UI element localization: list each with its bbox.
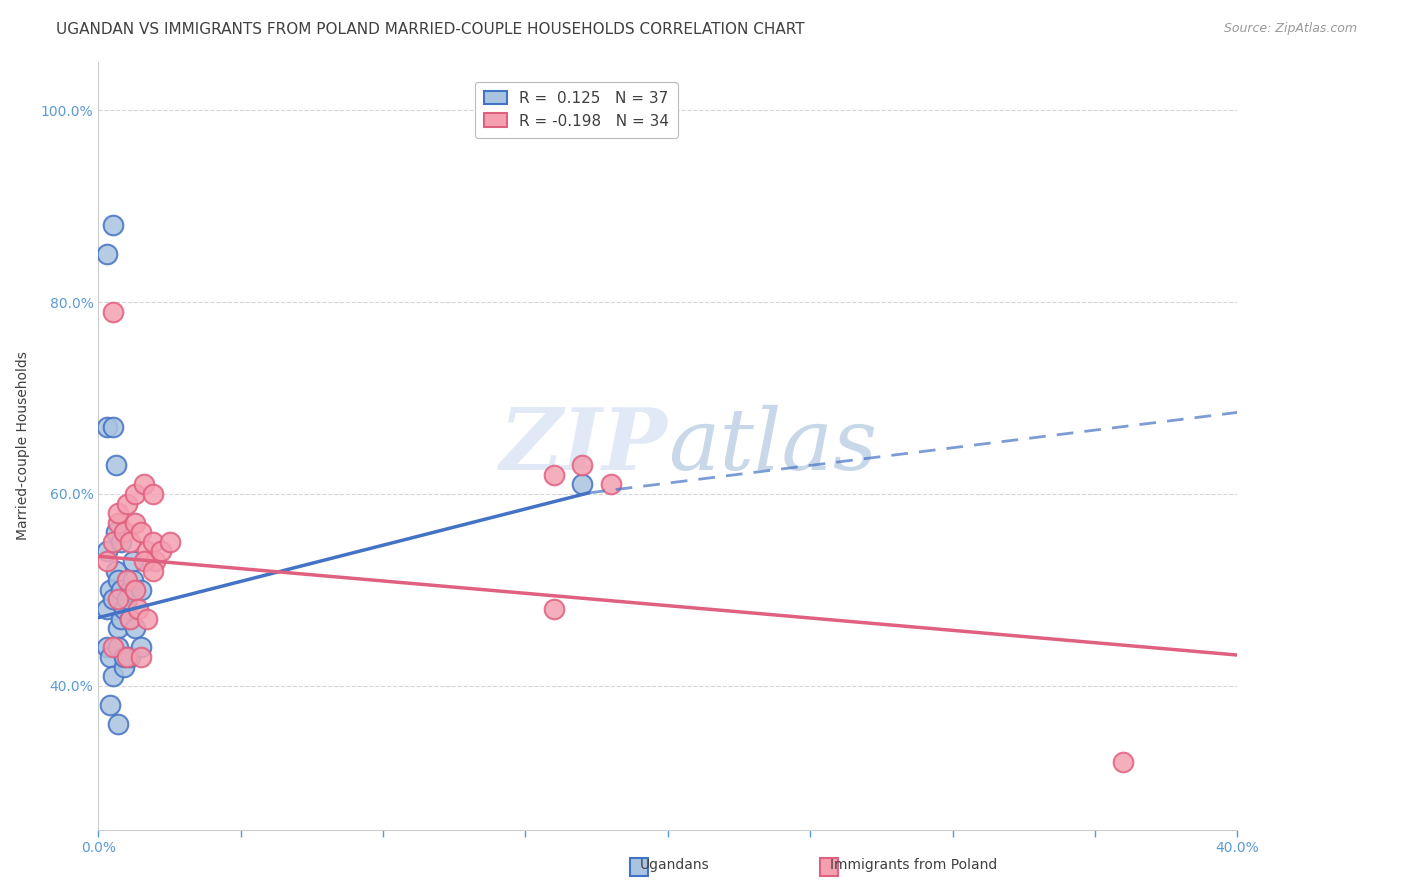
Point	[600, 477, 623, 491]
Point	[98, 582, 121, 597]
Point	[124, 582, 146, 597]
Point	[112, 525, 135, 540]
Point	[135, 612, 157, 626]
Point	[107, 574, 129, 588]
Point	[115, 574, 138, 588]
Legend: R =  0.125   N = 37, R = -0.198   N = 34: R = 0.125 N = 37, R = -0.198 N = 34	[475, 81, 679, 137]
Point	[101, 669, 124, 683]
Y-axis label: Married-couple Households: Married-couple Households	[15, 351, 30, 541]
Point	[96, 420, 118, 434]
Point	[129, 649, 152, 664]
Point	[107, 717, 129, 731]
Point	[141, 487, 163, 501]
Point	[118, 582, 141, 597]
Point	[141, 534, 163, 549]
Point	[115, 649, 138, 664]
Point	[124, 487, 146, 501]
Point	[159, 534, 181, 549]
Point	[121, 574, 143, 588]
Point	[124, 621, 146, 635]
Point	[96, 602, 118, 616]
Point	[145, 554, 167, 568]
Point	[129, 582, 152, 597]
Point	[112, 659, 135, 673]
Point	[98, 698, 121, 712]
Point	[96, 640, 118, 655]
Point	[107, 516, 129, 530]
Point	[110, 582, 132, 597]
Point	[104, 458, 127, 473]
Point	[132, 554, 155, 568]
Point	[129, 640, 152, 655]
Point	[98, 649, 121, 664]
Point	[101, 219, 124, 233]
Bar	[820, 858, 838, 876]
Text: Source: ZipAtlas.com: Source: ZipAtlas.com	[1223, 22, 1357, 36]
Point	[571, 477, 593, 491]
Point	[115, 592, 138, 607]
Bar	[630, 858, 648, 876]
Point	[1112, 756, 1135, 770]
Point	[118, 612, 141, 626]
Point	[571, 458, 593, 473]
Point	[101, 640, 124, 655]
Point	[112, 602, 135, 616]
Point	[115, 497, 138, 511]
Point	[118, 649, 141, 664]
Point	[107, 621, 129, 635]
Point	[101, 420, 124, 434]
Point	[543, 467, 565, 482]
Point	[110, 612, 132, 626]
Point	[110, 534, 132, 549]
Point	[107, 592, 129, 607]
Point	[101, 592, 124, 607]
Point	[107, 640, 129, 655]
Point	[141, 564, 163, 578]
Point	[112, 649, 135, 664]
Point	[118, 534, 141, 549]
Text: Immigrants from Poland: Immigrants from Poland	[830, 858, 997, 872]
Text: Ugandans: Ugandans	[640, 858, 710, 872]
Point	[104, 564, 127, 578]
Point	[96, 544, 118, 558]
Point	[543, 602, 565, 616]
Text: UGANDAN VS IMMIGRANTS FROM POLAND MARRIED-COUPLE HOUSEHOLDS CORRELATION CHART: UGANDAN VS IMMIGRANTS FROM POLAND MARRIE…	[56, 22, 804, 37]
Point	[132, 477, 155, 491]
Point	[150, 544, 173, 558]
Point	[107, 506, 129, 520]
Point	[121, 554, 143, 568]
Point	[118, 612, 141, 626]
Point	[127, 602, 149, 616]
Point	[112, 602, 135, 616]
Text: atlas: atlas	[668, 405, 877, 487]
Point	[115, 592, 138, 607]
Text: ZIP: ZIP	[501, 404, 668, 488]
Point	[104, 525, 127, 540]
Point	[101, 305, 124, 319]
Point	[129, 525, 152, 540]
Point	[96, 554, 118, 568]
Point	[101, 534, 124, 549]
Point	[135, 544, 157, 558]
Point	[96, 247, 118, 261]
Point	[124, 516, 146, 530]
